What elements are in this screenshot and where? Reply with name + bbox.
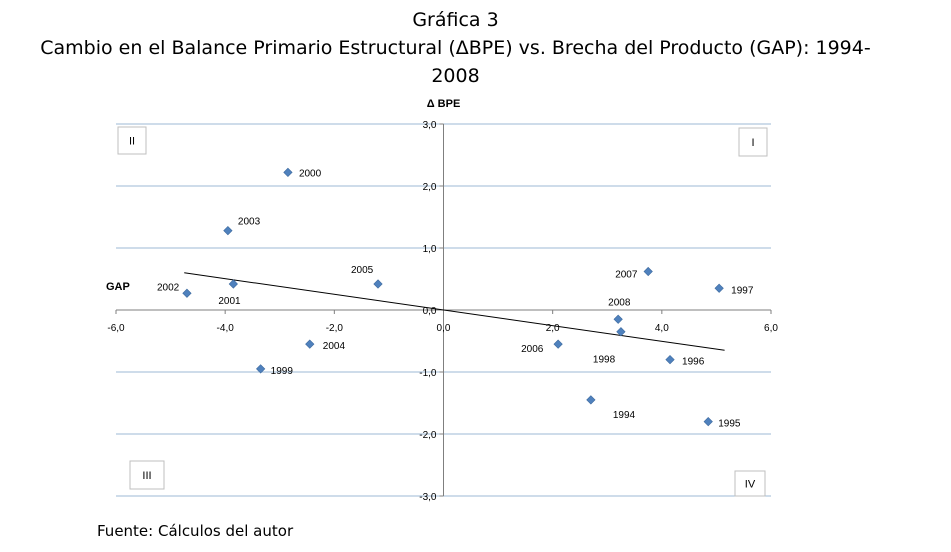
- chart-title: Gráfica 3 Cambio en el Balance Primario …: [0, 6, 911, 90]
- data-point-2008: [613, 314, 623, 324]
- point-label-1998: 1998: [593, 355, 616, 366]
- x-tick-label: 6,0: [764, 323, 778, 334]
- point-label-2000: 2000: [299, 168, 322, 179]
- y-tick-label: -2,0: [419, 430, 437, 441]
- source-note: Fuente: Cálculos del autor: [97, 522, 294, 540]
- data-point-1995: [703, 416, 713, 427]
- data-point-1998: [616, 327, 626, 337]
- y-tick-label: -1,0: [419, 368, 437, 379]
- data-point-2004: [305, 339, 315, 349]
- y-tick-label: 1,0: [423, 244, 437, 255]
- point-label-2008: 2008: [608, 297, 631, 308]
- data-point-1994: [586, 395, 596, 405]
- y-axis-label: Δ BPE: [427, 98, 461, 110]
- x-tick-label: 0,0: [437, 323, 451, 334]
- quadrant-label-II: II: [129, 136, 135, 148]
- data-points: 1994 1995 1996 1997 1998 1999 2000 2001 2002 2003…: [157, 167, 754, 430]
- quadrant-label-III: III: [142, 470, 151, 482]
- quadrant-box-II: [117, 126, 147, 155]
- data-point-2003: [223, 226, 233, 236]
- y-tick-label: 0,0: [423, 306, 437, 317]
- quadrant-box-IV: [734, 470, 766, 497]
- y-tick-label: -3,0: [419, 492, 437, 503]
- data-point-1997: [714, 283, 724, 293]
- x-tick-label: -2,0: [326, 323, 344, 334]
- quadrant-label-IV: IV: [745, 479, 756, 491]
- axes: -6,0 -4,0 -2,0 0,0 2,0 4,0 6,0 3,0 2,0 1,0 0,0 -1,0…: [107, 120, 778, 503]
- y-tick-label: 2,0: [423, 182, 437, 193]
- chart-title-line1: Gráfica 3: [412, 9, 499, 31]
- data-point-2001: [228, 279, 238, 289]
- data-point-2005: [373, 279, 383, 289]
- data-point-1996: [665, 354, 675, 365]
- data-point-2000: [283, 167, 293, 177]
- point-label-2007: 2007: [615, 270, 638, 281]
- quadrant-label-I: I: [751, 137, 754, 149]
- chart-title-line3: 2008: [431, 65, 480, 87]
- point-label-2001: 2001: [218, 296, 241, 307]
- point-label-1994: 1994: [613, 410, 636, 421]
- chart-title-line2: Cambio en el Balance Primario Estructura…: [40, 37, 871, 59]
- point-label-2005: 2005: [351, 265, 374, 276]
- x-axis-label: GAP: [106, 281, 130, 293]
- point-label-2004: 2004: [323, 341, 346, 352]
- point-label-2002: 2002: [157, 282, 180, 293]
- y-tick-label: 3,0: [423, 120, 437, 131]
- point-label-2006: 2006: [521, 344, 544, 355]
- point-label-1995: 1995: [718, 419, 741, 430]
- trendline: [184, 272, 725, 351]
- point-label-1996: 1996: [682, 357, 705, 368]
- x-tick-label: -4,0: [217, 323, 235, 334]
- data-point-1999: [256, 364, 266, 374]
- point-label-1997: 1997: [731, 285, 754, 296]
- data-point-2006: [553, 339, 563, 349]
- x-tick-label: -6,0: [107, 323, 125, 334]
- x-tick-label: 4,0: [655, 323, 669, 334]
- quadrant-box-III: [129, 460, 165, 490]
- data-point-2002: [182, 288, 192, 298]
- point-label-2003: 2003: [238, 217, 261, 228]
- point-label-1999: 1999: [271, 366, 294, 377]
- data-point-2007: [643, 266, 653, 277]
- quadrant-box-I: [738, 127, 768, 157]
- x-tick-label: 2,0: [546, 323, 560, 334]
